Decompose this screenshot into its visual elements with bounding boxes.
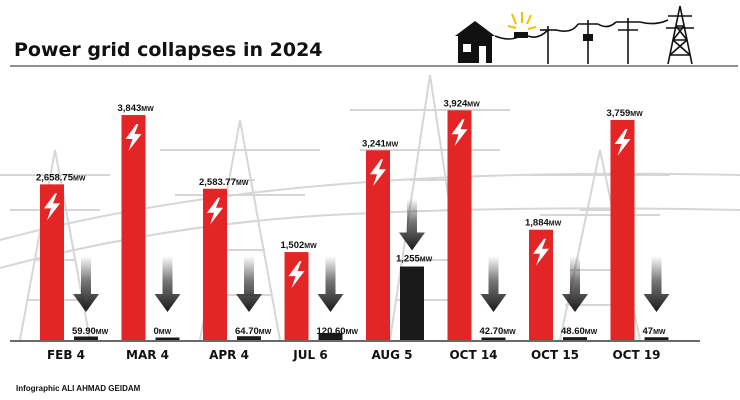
value-label-after: 64.70MW — [235, 326, 272, 337]
header-illustration — [455, 5, 694, 65]
down-arrow-icon — [317, 256, 344, 312]
lightning-bolt-icon — [125, 124, 142, 152]
value-label-before: 3,843MW — [118, 103, 155, 114]
house-icon — [455, 21, 495, 63]
value-label-before: 1,884MW — [525, 218, 562, 229]
value-label-before: 3,241MW — [362, 138, 399, 149]
value-label-after: 48.60MW — [561, 326, 598, 337]
bar-after-collapse — [400, 266, 424, 340]
category-label: MAR 4 — [126, 348, 169, 362]
bar-after-collapse — [155, 337, 180, 340]
value-label-after: 42.70MW — [480, 326, 517, 337]
value-label-after: 1,255MW — [396, 254, 433, 265]
bar-before-collapse — [447, 110, 472, 341]
value-label-before: 1,502MW — [281, 240, 318, 251]
down-arrow-icon — [562, 256, 588, 312]
category-label: APR 4 — [209, 348, 249, 362]
bar-after-collapse — [563, 337, 587, 340]
power-lines-icon — [494, 12, 669, 64]
category-label: OCT 14 — [449, 348, 497, 362]
bar-after-collapse — [644, 337, 669, 340]
lightning-bolt-icon — [288, 261, 305, 289]
infographic-credit: Infographic ALI AHMAD GEIDAM — [16, 384, 141, 393]
bar-after-collapse — [318, 332, 343, 340]
down-arrow-icon — [643, 256, 670, 312]
value-label-before: 2,658.75MW — [36, 172, 86, 183]
down-arrow-icon — [399, 198, 425, 251]
bar-after-collapse — [481, 337, 506, 340]
bar-after-collapse — [237, 336, 261, 340]
category-label: FEB 4 — [47, 348, 85, 362]
bar-after-collapse — [74, 336, 98, 340]
lightning-bolt-icon — [614, 128, 631, 156]
value-label-before: 3,924MW — [444, 98, 481, 109]
transmission-tower-icon — [666, 5, 694, 65]
value-label-after: 59.90MW — [72, 326, 109, 337]
bar-before-collapse — [610, 119, 635, 341]
category-label: OCT 19 — [612, 348, 660, 362]
value-label-before: 3,759MW — [607, 108, 644, 119]
category-label: OCT 15 — [531, 348, 579, 362]
bar-before-collapse — [366, 150, 390, 340]
down-arrow-icon — [236, 256, 262, 312]
value-label-after: 47MW — [643, 326, 666, 337]
lightning-bolt-icon — [207, 197, 223, 225]
lightning-bolt-icon — [533, 238, 549, 266]
value-label-after: 0MW — [154, 326, 172, 337]
category-label: AUG 5 — [371, 348, 412, 362]
value-label-before: 2,583.77MW — [199, 177, 249, 188]
chart-title: Power grid collapses in 2024 — [14, 39, 323, 61]
lightning-bolt-icon — [451, 119, 468, 147]
category-label: JUL 6 — [292, 348, 327, 362]
bar-before-collapse — [121, 115, 146, 340]
lightning-bolt-icon — [370, 159, 386, 187]
down-arrow-icon — [480, 256, 507, 312]
bars-layer: 2,658.75MW 59.90MW FEB 4 3,843MW 0MW MAR 4 2,5… — [10, 98, 700, 362]
down-arrow-icon — [73, 256, 99, 312]
down-arrow-icon — [154, 256, 181, 312]
lightning-bolt-icon — [44, 193, 60, 221]
value-label-after: 120.60MW — [317, 326, 359, 337]
